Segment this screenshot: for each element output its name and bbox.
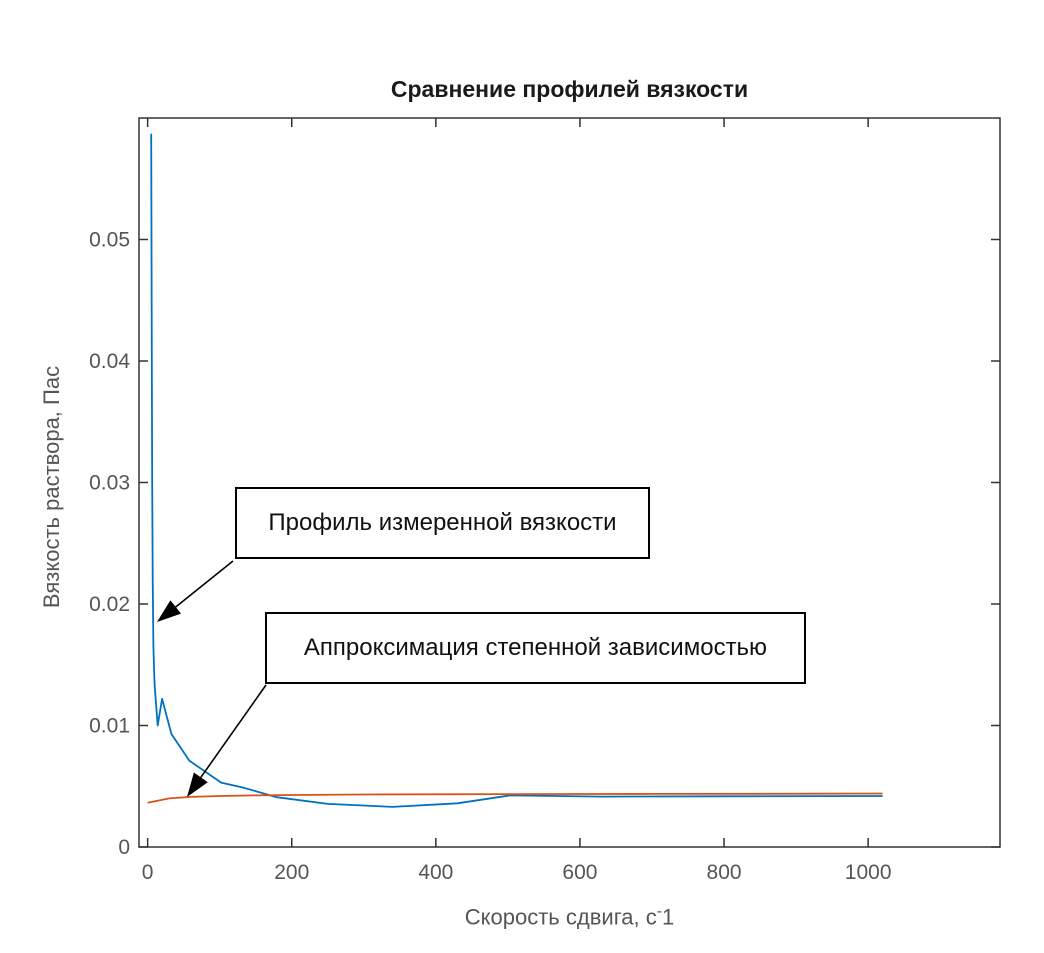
power-law-fit-line: [147, 792, 883, 804]
x-tick-label: 800: [707, 861, 742, 884]
annotation-box-measured-profile: Профиль измеренной вязкости: [235, 487, 650, 559]
x-tick-label: 1000: [845, 861, 892, 884]
x-tick-label: 200: [274, 861, 309, 884]
x-tick-label: 0: [142, 861, 154, 884]
y-axis-label: Вязкость раствора, Пас: [39, 365, 64, 609]
x-axis-label-exponent: 1: [661, 904, 675, 930]
annotation-arrow-line: [165, 560, 234, 616]
x-axis-label-superscript: -: [656, 903, 662, 920]
annotation-arrowhead: [157, 600, 181, 622]
x-tick-label: 400: [418, 861, 453, 884]
x-axis-label: Скорость сдвига, с-1: [139, 903, 1000, 930]
axes-box: [138, 117, 1001, 848]
y-tick-label: 0.04: [89, 350, 130, 373]
y-tick-label: 0.02: [89, 593, 130, 616]
y-tick-label: 0.01: [89, 715, 130, 738]
annotation-box-power-law-fit: Аппроксимация степенной зависимостью: [265, 612, 806, 684]
x-axis-label-text: Скорость сдвига, с: [464, 904, 657, 930]
y-tick-label: 0.05: [89, 229, 130, 252]
y-tick-label: 0: [118, 836, 130, 859]
y-tick-label: 0.03: [89, 472, 130, 495]
measured-viscosity-line: [150, 133, 883, 808]
x-tick-label: 600: [562, 861, 597, 884]
annotation-arrowhead: [187, 772, 208, 797]
plot-title: Сравнение профилей вязкости: [390, 76, 749, 102]
annotation-arrow-line: [193, 684, 267, 788]
